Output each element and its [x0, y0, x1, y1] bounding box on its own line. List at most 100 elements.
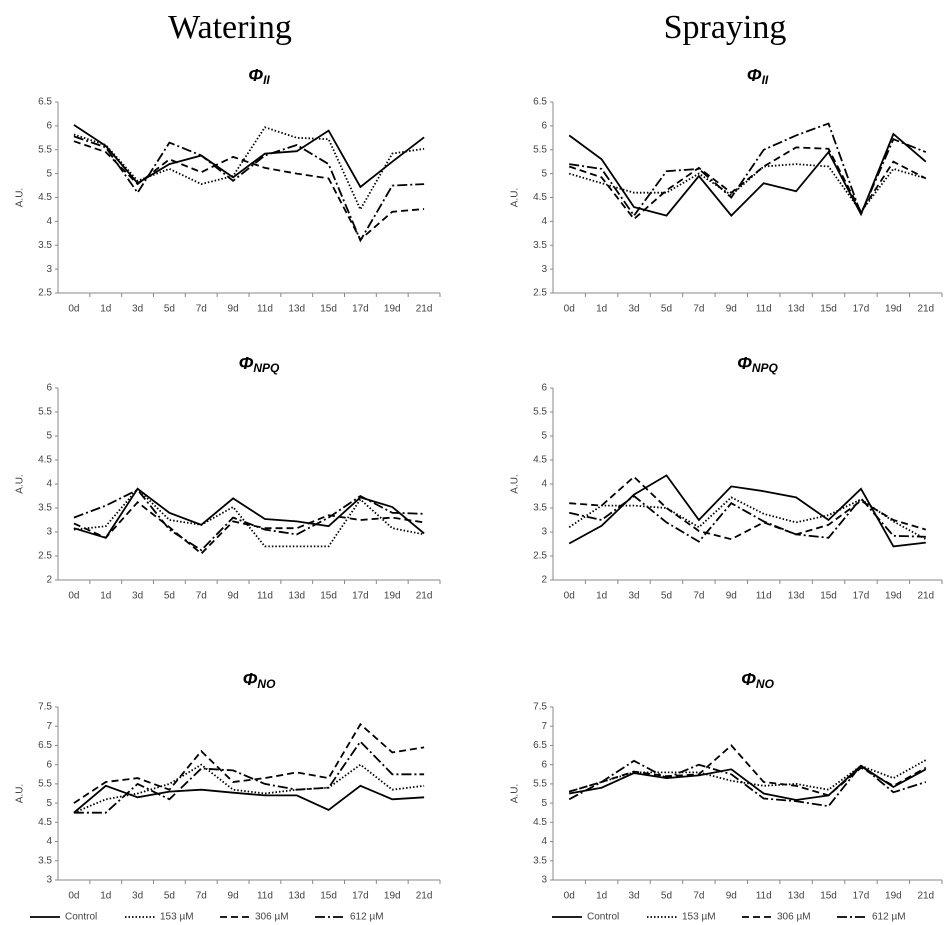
y-tick-label: 5.5: [38, 779, 52, 790]
x-tick-label: 0d: [68, 891, 79, 902]
x-tick-label: 15d: [820, 591, 837, 602]
y-tick-label: 2.5: [533, 288, 547, 299]
title-symbol: Φ: [741, 669, 756, 689]
y-tick-label: 4.5: [38, 817, 52, 828]
y-tick-label: 3: [46, 264, 52, 275]
y-tick-label: 4: [46, 836, 52, 847]
y-tick-label: 6.5: [533, 740, 547, 751]
y-axis-label: A.U.: [510, 784, 521, 803]
y-tick-label: 7.5: [533, 702, 547, 713]
series-line: [73, 763, 425, 814]
y-tick-label: 3: [46, 875, 52, 886]
x-tick-label: 19d: [885, 304, 902, 315]
x-tick-label: 11d: [257, 591, 273, 602]
x-tick-label: 13d: [788, 304, 805, 315]
series-line: [73, 135, 425, 243]
x-tick-label: 17d: [352, 591, 369, 602]
x-tick-label: 7d: [693, 891, 704, 902]
x-tick-label: 5d: [661, 304, 672, 315]
y-tick-label: 2: [541, 575, 547, 586]
x-tick-label: 21d: [416, 891, 433, 902]
chart-title: ΦNO: [741, 669, 774, 691]
title-subscript: NPQ: [752, 361, 779, 375]
y-tick-label: 3.5: [38, 240, 52, 251]
series-line: [568, 759, 927, 793]
y-tick-label: 5.5: [533, 144, 547, 155]
title-subscript: NO: [756, 677, 775, 691]
x-tick-label: 21d: [917, 591, 934, 602]
x-tick-label: 13d: [288, 891, 305, 902]
x-tick-label: 5d: [661, 891, 672, 902]
y-tick-label: 4: [46, 479, 52, 490]
y-axis-label: A.U.: [15, 188, 26, 207]
x-tick-label: 11d: [257, 891, 273, 902]
y-tick-label: 3.5: [533, 855, 547, 866]
x-tick-label: 13d: [788, 891, 805, 902]
x-tick-label: 3d: [132, 891, 143, 902]
x-tick-label: 15d: [320, 591, 337, 602]
x-tick-label: 17d: [853, 891, 870, 902]
y-tick-label: 4.5: [533, 817, 547, 828]
y-tick-label: 6.5: [38, 97, 52, 108]
y-tick-label: 5: [541, 431, 547, 442]
x-tick-label: 7d: [196, 591, 207, 602]
x-tick-label: 0d: [564, 591, 575, 602]
series-line: [73, 487, 425, 548]
title-symbol: Φ: [248, 65, 263, 85]
y-tick-label: 6.5: [38, 740, 52, 751]
x-tick-label: 3d: [132, 591, 143, 602]
y-tick-label: 4: [46, 216, 52, 227]
x-tick-label: 21d: [917, 304, 934, 315]
x-tick-label: 19d: [384, 891, 401, 902]
y-tick-label: 2.5: [38, 288, 52, 299]
x-tick-label: 9d: [726, 591, 737, 602]
legend-label: Control: [65, 912, 97, 923]
x-tick-label: 11d: [756, 891, 772, 902]
x-tick-label: 21d: [917, 891, 934, 902]
x-tick-label: 15d: [320, 304, 337, 315]
column-heading: Watering: [168, 9, 292, 46]
x-tick-label: 15d: [820, 891, 837, 902]
x-tick-label: 19d: [384, 304, 401, 315]
y-axis-label: A.U.: [510, 188, 521, 207]
x-tick-label: 5d: [661, 591, 672, 602]
y-tick-label: 3.5: [38, 855, 52, 866]
title-symbol: Φ: [747, 65, 762, 85]
legend-label: Control: [587, 912, 619, 923]
title-subscript: NPQ: [253, 361, 280, 375]
series-line: [73, 140, 425, 241]
x-tick-label: 5d: [164, 591, 175, 602]
x-tick-label: 7d: [693, 304, 704, 315]
y-tick-label: 3.5: [38, 503, 52, 514]
legend-label: 306 µM: [255, 912, 289, 923]
x-tick-label: 7d: [693, 591, 704, 602]
x-tick-label: 1d: [596, 591, 607, 602]
x-tick-label: 5d: [164, 304, 175, 315]
legend-label: 153 µM: [682, 912, 716, 923]
x-tick-label: 19d: [384, 591, 401, 602]
chart-title: ΦNPQ: [239, 353, 280, 375]
legend-label: 612 µM: [350, 912, 384, 923]
y-axis-label: A.U.: [15, 784, 26, 803]
x-tick-label: 7d: [196, 891, 207, 902]
y-tick-label: 6: [46, 759, 52, 770]
y-tick-label: 7.5: [38, 702, 52, 713]
x-tick-label: 1d: [100, 304, 111, 315]
x-tick-label: 13d: [288, 591, 305, 602]
title-subscript: II: [263, 73, 270, 87]
x-tick-label: 3d: [628, 891, 639, 902]
y-tick-label: 5: [541, 168, 547, 179]
x-tick-label: 0d: [564, 891, 575, 902]
series-line: [73, 488, 425, 552]
column-heading: Spraying: [664, 9, 787, 46]
x-tick-label: 15d: [320, 891, 337, 902]
x-tick-label: 1d: [100, 891, 111, 902]
y-tick-label: 4: [541, 216, 547, 227]
y-tick-label: 7: [541, 721, 547, 732]
series-line: [568, 496, 927, 540]
y-tick-label: 5: [46, 431, 52, 442]
x-tick-label: 13d: [788, 591, 805, 602]
legend-label: 306 µM: [777, 912, 811, 923]
y-tick-label: 5: [541, 798, 547, 809]
